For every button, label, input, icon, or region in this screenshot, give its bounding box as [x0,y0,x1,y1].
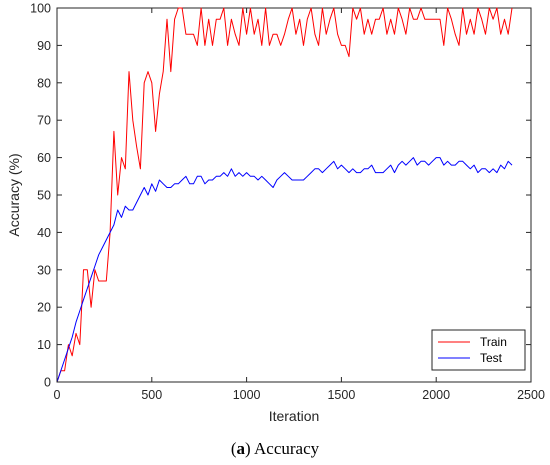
legend: Train Test [431,329,526,371]
series-layer [56,7,513,383]
plot-frame [56,7,532,383]
x-tick-label: 0 [54,388,61,402]
plot-area [56,7,532,383]
y-axis-ticks: 0 10 20 30 40 50 60 70 80 90 100 [30,2,531,390]
legend-box [431,329,526,371]
y-tick-label: 80 [37,76,51,90]
series-line-train [56,7,513,383]
y-tick-label: 70 [37,114,51,128]
x-tick-label: 1500 [327,388,355,402]
x-axis-label: Iteration [269,408,320,424]
y-tick-label: 0 [44,376,51,390]
x-tick-label: 2500 [517,388,545,402]
accuracy-chart: 0 500 1000 1500 2000 2500 0 10 20 30 40 50 60 70 80 90… [6,2,545,425]
x-tick-label: 2000 [422,388,450,402]
y-tick-label: 10 [37,338,51,352]
y-tick-label: 90 [37,39,51,53]
series-line-test [56,157,513,383]
x-axis-ticks: 0 500 1000 1500 2000 2500 [54,8,545,402]
legend-label-train: Train [480,335,507,349]
x-tick-label: 500 [141,388,162,402]
y-axis-label: Accuracy (%) [6,153,22,236]
legend-label-test: Test [480,351,503,365]
caption-letter: a [236,439,246,458]
y-tick-label: 60 [37,151,51,165]
figure-caption: (a) Accuracy [230,439,320,458]
y-tick-label: 50 [37,189,51,203]
x-tick-label: 1000 [233,388,261,402]
y-tick-label: 100 [30,2,51,16]
y-tick-label: 30 [37,263,51,277]
y-tick-label: 40 [37,226,51,240]
y-tick-label: 20 [37,301,51,315]
caption-text: Accuracy [250,439,320,458]
